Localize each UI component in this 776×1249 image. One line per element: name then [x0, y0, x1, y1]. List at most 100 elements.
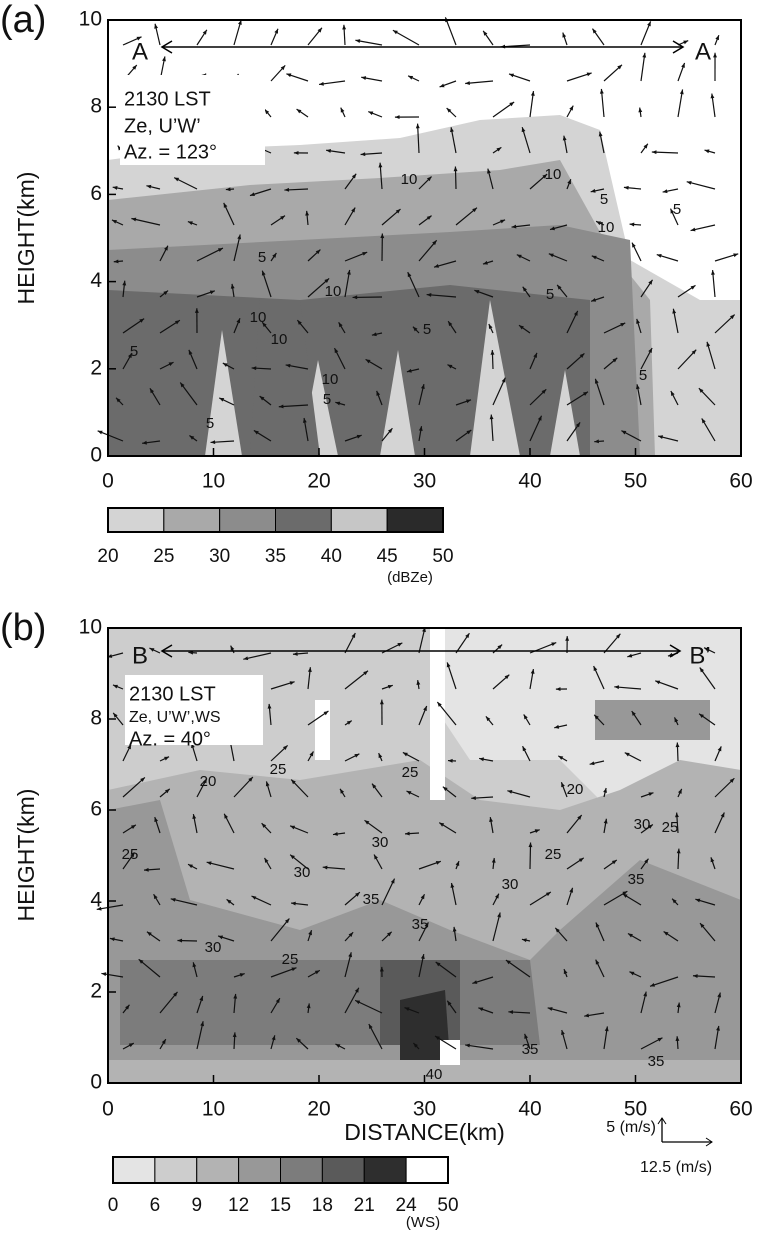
contour-label: 5 [673, 201, 681, 218]
x-tick-label: 50 [624, 1098, 647, 1121]
shaded-region [120, 960, 540, 1045]
shaded-region [430, 628, 445, 800]
contour-label: 20 [200, 773, 217, 790]
y-axis-label: HEIGHT(km) [13, 789, 39, 922]
reference-label: 12.5 (m/s) [640, 1159, 712, 1176]
x-tick-label: 50 [624, 470, 647, 493]
colorbar-label: 50 [432, 546, 453, 567]
contour-label: 10 [598, 219, 615, 236]
contour-label: 5 [323, 391, 331, 408]
section-label: A [695, 38, 711, 65]
annotation: 2130 LST [129, 683, 216, 705]
contour-label: 10 [322, 371, 339, 388]
y-tick-label: 4 [90, 269, 102, 292]
colorbar-label: 20 [97, 546, 118, 567]
colorbar-box [155, 1157, 197, 1183]
colorbar-box [406, 1157, 448, 1183]
colorbar-label: 24 [396, 1195, 418, 1216]
contour-label: 10 [271, 331, 288, 348]
contour-label: 25 [545, 846, 562, 863]
colorbar-label: 0 [108, 1195, 119, 1216]
contour-label: 30 [294, 864, 311, 881]
contour-label: 5 [546, 286, 554, 303]
y-tick-label: 0 [90, 444, 102, 467]
panel-label: (a) [0, 0, 46, 41]
contour-label: 35 [628, 871, 645, 888]
contour-label: 10 [250, 309, 267, 326]
y-tick-label: 2 [90, 980, 102, 1003]
x-tick-label: 30 [413, 470, 436, 493]
reference-label: 5 (m/s) [606, 1119, 656, 1136]
x-tick-label: 30 [413, 1098, 436, 1121]
colorbar-box [281, 1157, 323, 1183]
colorbar-box [387, 508, 443, 532]
y-tick-label: 10 [79, 616, 102, 639]
contour-label: 20 [567, 781, 584, 798]
contour-label: 10 [401, 171, 418, 188]
contour-label: 25 [402, 764, 419, 781]
y-tick-label: 10 [79, 8, 102, 31]
colorbar-box [197, 1157, 239, 1183]
colorbar-label: 15 [270, 1195, 291, 1216]
colorbar-label: 18 [312, 1195, 333, 1216]
x-tick-label: 60 [729, 1098, 752, 1121]
contour-label: 5 [639, 367, 647, 384]
annotation: Az. = 123° [124, 141, 217, 163]
section-label: B’ [689, 642, 710, 669]
contour-label: 30 [502, 876, 519, 893]
x-tick-label: 0 [102, 1098, 114, 1121]
x-tick-label: 10 [202, 470, 225, 493]
panel-label: (b) [0, 607, 46, 649]
colorbar-label: 35 [265, 546, 286, 567]
x-tick-label: 0 [102, 470, 114, 493]
colorbar-label: 6 [150, 1195, 161, 1216]
colorbar-label: 50 [437, 1195, 458, 1216]
section-label: A [132, 38, 148, 65]
contour-label: 5 [206, 415, 214, 432]
shaded-region [315, 700, 330, 760]
contour-label: 30 [372, 834, 389, 851]
colorbar-label: 45 [377, 546, 398, 567]
arrow-head [98, 431, 103, 435]
y-tick-label: 6 [90, 798, 102, 821]
colorbar-label: 25 [153, 546, 174, 567]
x-axis-label: DISTANCE(km) [344, 1119, 505, 1145]
contour-label: 5 [600, 191, 608, 208]
colorbar-label: 40 [321, 546, 342, 567]
y-tick-label: 0 [90, 1071, 102, 1094]
shaded-region [595, 700, 710, 740]
y-tick-label: 8 [90, 95, 102, 118]
x-tick-label: 60 [729, 470, 752, 493]
colorbar-unit: (WS) [406, 1214, 440, 1231]
shaded-region [108, 285, 590, 456]
colorbar-box [331, 508, 387, 532]
colorbar-box [239, 1157, 281, 1183]
contour-label: 35 [522, 1041, 539, 1058]
colorbar-box [164, 508, 220, 532]
contour-label: 25 [122, 846, 139, 863]
colorbar-box [113, 1157, 155, 1183]
y-tick-label: 8 [90, 707, 102, 730]
shaded-region [440, 1040, 460, 1065]
annotation: Ze, U’W’,WS [129, 709, 221, 726]
contour-label: 30 [634, 816, 651, 833]
y-tick-label: 6 [90, 182, 102, 205]
contour-label: 25 [270, 761, 287, 778]
colorbar-label: 9 [191, 1195, 202, 1216]
y-tick-label: 4 [90, 889, 102, 912]
contour-label: 5 [258, 249, 266, 266]
x-tick-label: 40 [518, 1098, 541, 1121]
colorbar-box [220, 508, 276, 532]
x-tick-label: 20 [307, 1098, 330, 1121]
arrow-head [101, 972, 106, 976]
contour-label: 35 [412, 916, 429, 933]
colorbar-label: 21 [354, 1195, 375, 1216]
y-tick-label: 2 [90, 356, 102, 379]
contour-label: 35 [363, 891, 380, 908]
x-tick-label: 10 [202, 1098, 225, 1121]
colorbar-box [322, 1157, 364, 1183]
annotation: Ze, U’W’ [124, 115, 201, 137]
colorbar-box [364, 1157, 406, 1183]
